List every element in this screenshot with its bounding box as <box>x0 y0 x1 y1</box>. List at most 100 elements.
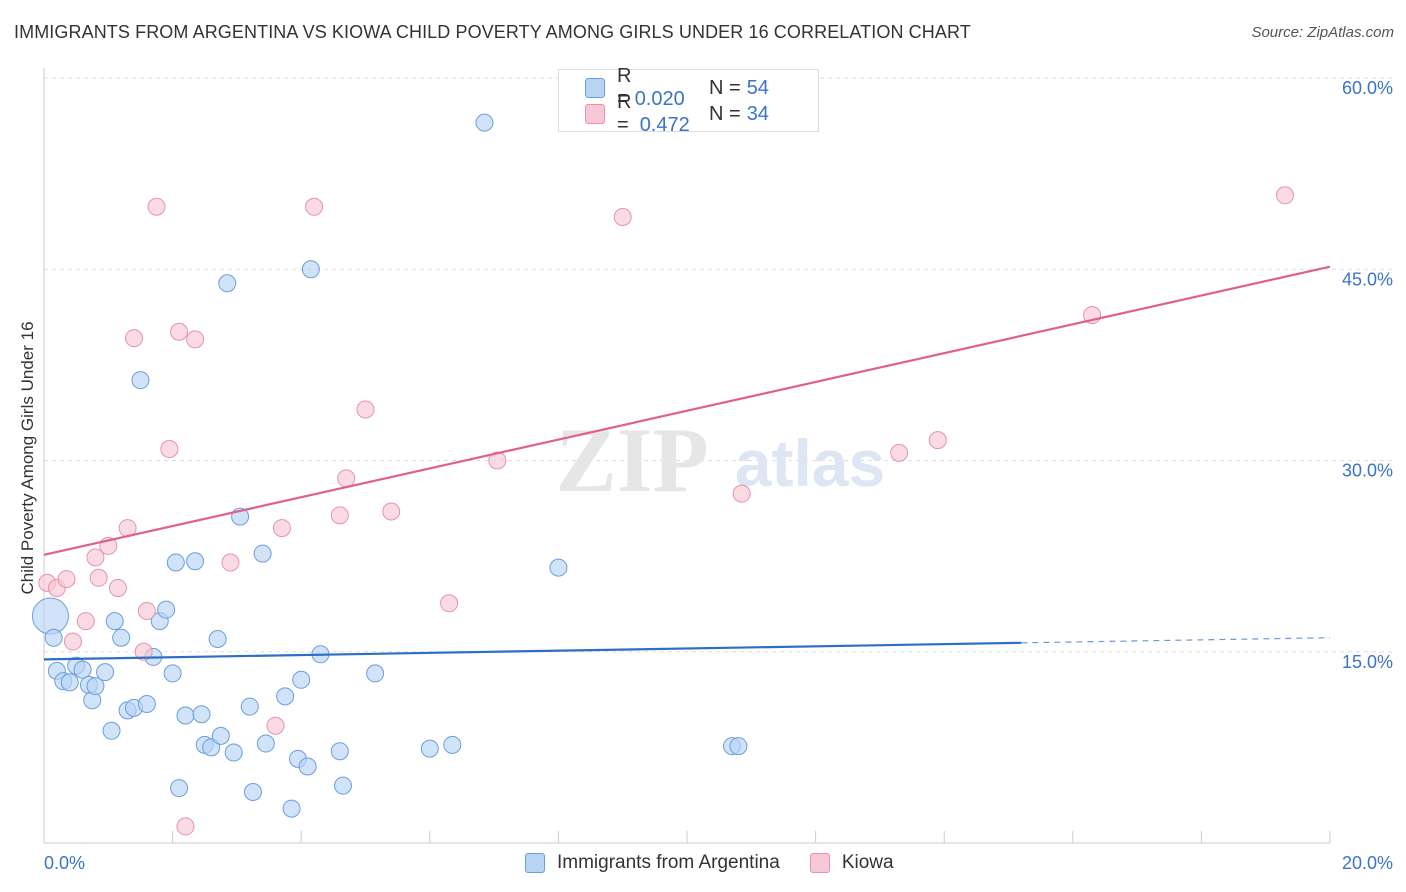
point-kiowa <box>63 632 82 651</box>
series-swatch-pink <box>809 853 830 873</box>
legend-row-kiowa: R = 0.472 N = 34 <box>585 91 769 136</box>
series-label: Immigrants from Argentina <box>557 852 780 873</box>
point-kiowa <box>337 469 356 488</box>
point-argentina <box>366 664 385 683</box>
y-tick-label: 15.0% <box>1342 652 1393 672</box>
legend-swatch-pink <box>585 104 605 124</box>
y-tick-label: 60.0% <box>1342 78 1393 98</box>
point-argentina <box>192 705 211 724</box>
point-kiowa <box>488 451 507 470</box>
point-argentina <box>253 544 272 563</box>
series-label: Kiowa <box>841 852 894 873</box>
legend-n-value: 34 <box>746 102 769 125</box>
point-argentina <box>443 735 462 754</box>
legend-row-argentina: R = 0.020 N = 54 <box>585 65 769 110</box>
point-argentina <box>163 664 182 683</box>
x-tick-label: 20.0% <box>1342 853 1393 873</box>
chart-title: IMMIGRANTS FROM ARGENTINA VS KIOWA CHILD… <box>14 22 971 42</box>
trend-line-kiowa <box>43 265 1331 556</box>
legend-r-value: 0.020 <box>634 88 685 110</box>
point-kiowa <box>137 601 156 620</box>
y-tick-label: 30.0% <box>1342 461 1393 481</box>
watermark-zip: ZIP <box>555 409 708 511</box>
legend-n-value: 54 <box>746 76 769 99</box>
point-kiowa <box>186 330 205 349</box>
point-kiowa <box>305 197 324 216</box>
watermark: ZIP atlas <box>555 409 885 511</box>
series-legend: Immigrants from Argentina Kiowa <box>525 852 924 874</box>
point-argentina <box>301 260 320 279</box>
point-argentina <box>157 600 176 619</box>
point-argentina <box>292 670 311 689</box>
point-argentina <box>218 274 237 293</box>
point-argentina <box>211 726 230 745</box>
point-kiowa <box>147 197 166 216</box>
point-argentina <box>186 552 205 571</box>
x-tick-label: 0.0% <box>44 853 85 873</box>
point-argentina <box>298 757 317 776</box>
point-kiowa <box>330 506 349 525</box>
point-kiowa <box>732 484 751 503</box>
legend-swatch-blue <box>585 78 605 98</box>
point-argentina <box>176 706 195 725</box>
point-kiowa <box>134 642 153 661</box>
point-argentina <box>60 673 79 692</box>
legend-n-label: N = <box>709 102 741 125</box>
point-kiowa <box>125 329 144 348</box>
point-argentina <box>282 799 301 818</box>
point-kiowa <box>272 519 291 538</box>
x-ticks: 0.0% 20.0% <box>43 831 1393 873</box>
point-argentina <box>31 597 69 635</box>
point-kiowa <box>890 443 909 462</box>
point-kiowa <box>57 570 76 589</box>
point-argentina <box>549 558 568 577</box>
legend-r-label: R = <box>617 65 632 110</box>
point-kiowa <box>382 502 401 521</box>
point-argentina <box>208 630 227 648</box>
point-argentina <box>729 737 748 756</box>
point-argentina <box>73 660 92 679</box>
point-argentina <box>86 677 105 696</box>
point-kiowa <box>170 322 189 341</box>
point-kiowa <box>1275 186 1294 205</box>
y-tick-labels: 15.0% 30.0% 45.0% 60.0% <box>1342 78 1393 672</box>
point-argentina <box>333 776 352 795</box>
point-argentina <box>330 742 349 761</box>
point-kiowa <box>76 612 95 631</box>
point-argentina <box>475 113 494 132</box>
point-argentina <box>240 697 259 716</box>
series-legend-argentina: Immigrants from Argentina <box>525 852 780 874</box>
point-kiowa <box>176 817 195 836</box>
point-argentina <box>96 663 115 682</box>
point-kiowa <box>86 548 105 567</box>
point-kiowa <box>108 579 127 597</box>
trend-line-argentina <box>43 641 1022 661</box>
point-argentina <box>202 738 221 757</box>
stats-legend: R = 0.020 N = 54 R = 0.472 N = 34 <box>558 65 819 136</box>
watermark-atlas: atlas <box>735 426 885 500</box>
series-legend-kiowa: Kiowa <box>809 852 894 874</box>
legend-r-label: R = <box>617 91 632 136</box>
y-tick-label: 45.0% <box>1342 269 1393 289</box>
point-argentina <box>137 695 156 714</box>
point-argentina <box>224 743 243 762</box>
source-label: Source: ZipAtlas.com <box>1251 24 1394 41</box>
point-argentina <box>420 739 439 758</box>
point-kiowa <box>356 400 375 419</box>
point-kiowa <box>613 207 632 226</box>
point-argentina <box>102 721 121 740</box>
point-argentina <box>131 371 150 390</box>
point-argentina <box>44 628 63 647</box>
data-points <box>31 113 1294 836</box>
y-axis-label: Child Poverty Among Girls Under 16 <box>18 321 37 595</box>
point-kiowa <box>221 553 240 572</box>
trend-lines <box>43 265 1331 661</box>
grid-layer <box>44 77 1394 653</box>
point-kiowa <box>266 716 285 735</box>
point-kiowa <box>928 431 947 450</box>
legend-n-label: N = <box>709 76 741 99</box>
point-argentina <box>243 783 262 801</box>
point-argentina <box>276 687 295 706</box>
point-argentina <box>170 779 189 798</box>
